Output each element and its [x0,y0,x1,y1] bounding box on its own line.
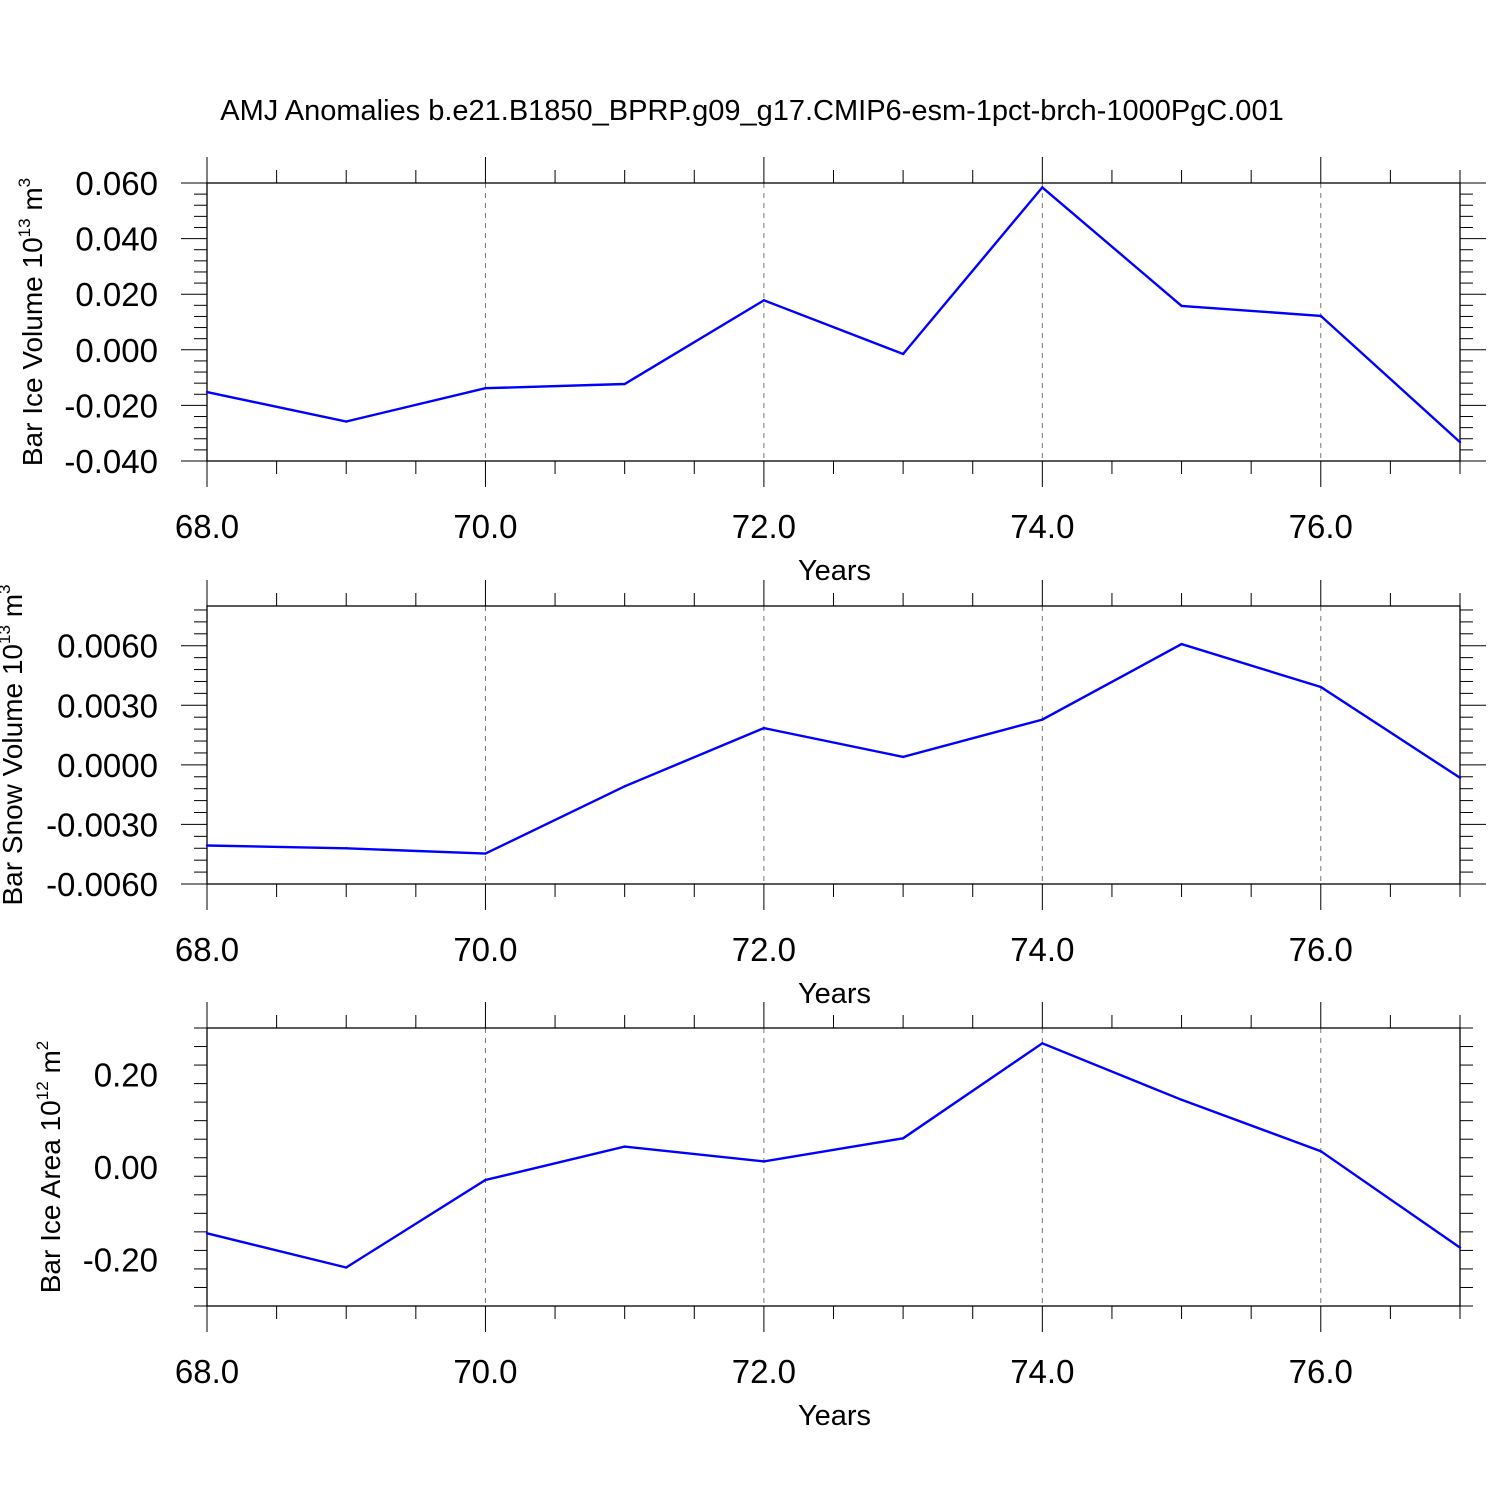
data-point [762,1160,766,1163]
y-tick-label: -0.020 [64,387,158,424]
y-tick-label: 0.020 [75,276,158,313]
y-tick-label: 0.0000 [57,747,158,784]
data-point [205,1232,209,1235]
y-tick-label: 0.060 [75,165,158,202]
data-point [205,390,209,394]
chart-panels: 68.0 70.0 72.0 74.0 76.0 -0.040 -0.020 0.000 0.0… [0,157,1486,1432]
data-point [762,726,766,730]
data-point [1180,642,1183,646]
data-point [1041,1042,1044,1045]
y-axis-label-exponent: 13 [0,625,14,644]
x-tick-label: 76.0 [1289,1353,1353,1390]
data-point [345,1266,348,1269]
y-tick-label: -0.0060 [46,866,158,903]
y-axis-label: Bar Snow Volume 1013 m3 [0,585,28,906]
chart-panel-2: 68.0 70.0 72.0 74.0 76.0 -0.0060 -0.0030 0.0000… [0,580,1486,1010]
y-axis-label-unit-exponent: 3 [15,178,34,187]
y-axis-label-unit: m [17,187,48,218]
series-line [206,185,1461,443]
data-point [901,352,905,356]
x-tick-label: 70.0 [453,931,517,968]
x-tick-label: 76.0 [1289,508,1353,545]
y-axis-label-exponent: 12 [33,1081,52,1100]
y-axis-label-unit-exponent: 2 [33,1041,52,1050]
data-point [345,847,348,850]
data-point [762,299,766,302]
x-tick-label: 68.0 [175,508,239,545]
data-point [1180,304,1183,308]
x-tick-label: 76.0 [1289,931,1353,968]
data-point [1041,186,1044,189]
y-tick-label: 0.0060 [57,628,158,665]
chart-panel-1: 68.0 70.0 72.0 74.0 76.0 -0.040 -0.020 0.000 0.0… [15,157,1486,587]
plot-frame [206,182,1461,462]
data-point [1180,1098,1183,1102]
plot-frame [206,605,1461,885]
data-point [623,1145,626,1148]
data-point [1458,1246,1462,1249]
x-tick-label: 74.0 [1010,931,1074,968]
data-point [1319,1150,1322,1153]
x-tick-label: 68.0 [175,931,239,968]
data-point [1319,314,1322,318]
y-tick-label: -0.0030 [46,806,158,843]
x-tick-label: 72.0 [732,508,796,545]
data-point [1458,440,1462,444]
y-axis-label: Bar Ice Volume 1013 m3 [15,178,48,466]
data-point [901,1137,905,1140]
series-line [206,642,1461,855]
y-axis-label: Bar Ice Area 1012 m2 [33,1041,66,1294]
data-point [484,386,487,390]
x-tick-label: 72.0 [732,1353,796,1390]
y-tick-label: -0.20 [83,1242,158,1279]
data-point [623,382,626,386]
y-axis-label-unit-exponent: 3 [0,585,14,594]
x-tick-label: 74.0 [1010,508,1074,545]
series-line [206,1041,1461,1269]
x-tick-label: 72.0 [732,931,796,968]
y-tick-label: 0.0030 [57,687,158,724]
y-tick-label: 0.000 [75,332,158,369]
x-tick-label: 70.0 [453,1353,517,1390]
x-tick-label: 74.0 [1010,1353,1074,1390]
data-point [205,844,209,847]
chart-title: AMJ Anomalies b.e21.B1850_BPRP.g09_g17.C… [220,95,1283,127]
data-point [1458,776,1462,779]
x-axis-label: Years [798,555,871,587]
y-axis-label-text: Bar Ice Volume 10 [17,237,48,466]
y-tick-label: 0.040 [75,221,158,258]
data-point [623,785,626,788]
plot-frame [206,1027,1461,1307]
data-point [345,420,348,423]
chart-panel-3: 68.0 70.0 72.0 74.0 76.0 -0.20 0.00 0.20 Years Ba… [33,1002,1473,1432]
data-point [1041,718,1044,721]
x-axis-label: Years [798,1400,871,1432]
y-tick-label: -0.040 [64,443,158,480]
x-tick-label: 68.0 [175,1353,239,1390]
data-point [484,1178,487,1182]
data-point [1319,685,1322,689]
x-axis-label: Years [798,978,871,1010]
y-axis-label-text: Bar Ice Area 10 [35,1100,66,1293]
y-tick-label: 0.00 [94,1149,158,1186]
y-axis-label-unit: m [0,594,28,625]
y-axis-label-unit: m [35,1050,66,1081]
x-tick-label: 70.0 [453,508,517,545]
data-point [484,852,487,855]
data-point [901,755,905,759]
y-tick-label: 0.20 [94,1056,158,1093]
y-axis-label-exponent: 13 [15,218,34,237]
y-axis-label-text: Bar Snow Volume 10 [0,644,28,906]
